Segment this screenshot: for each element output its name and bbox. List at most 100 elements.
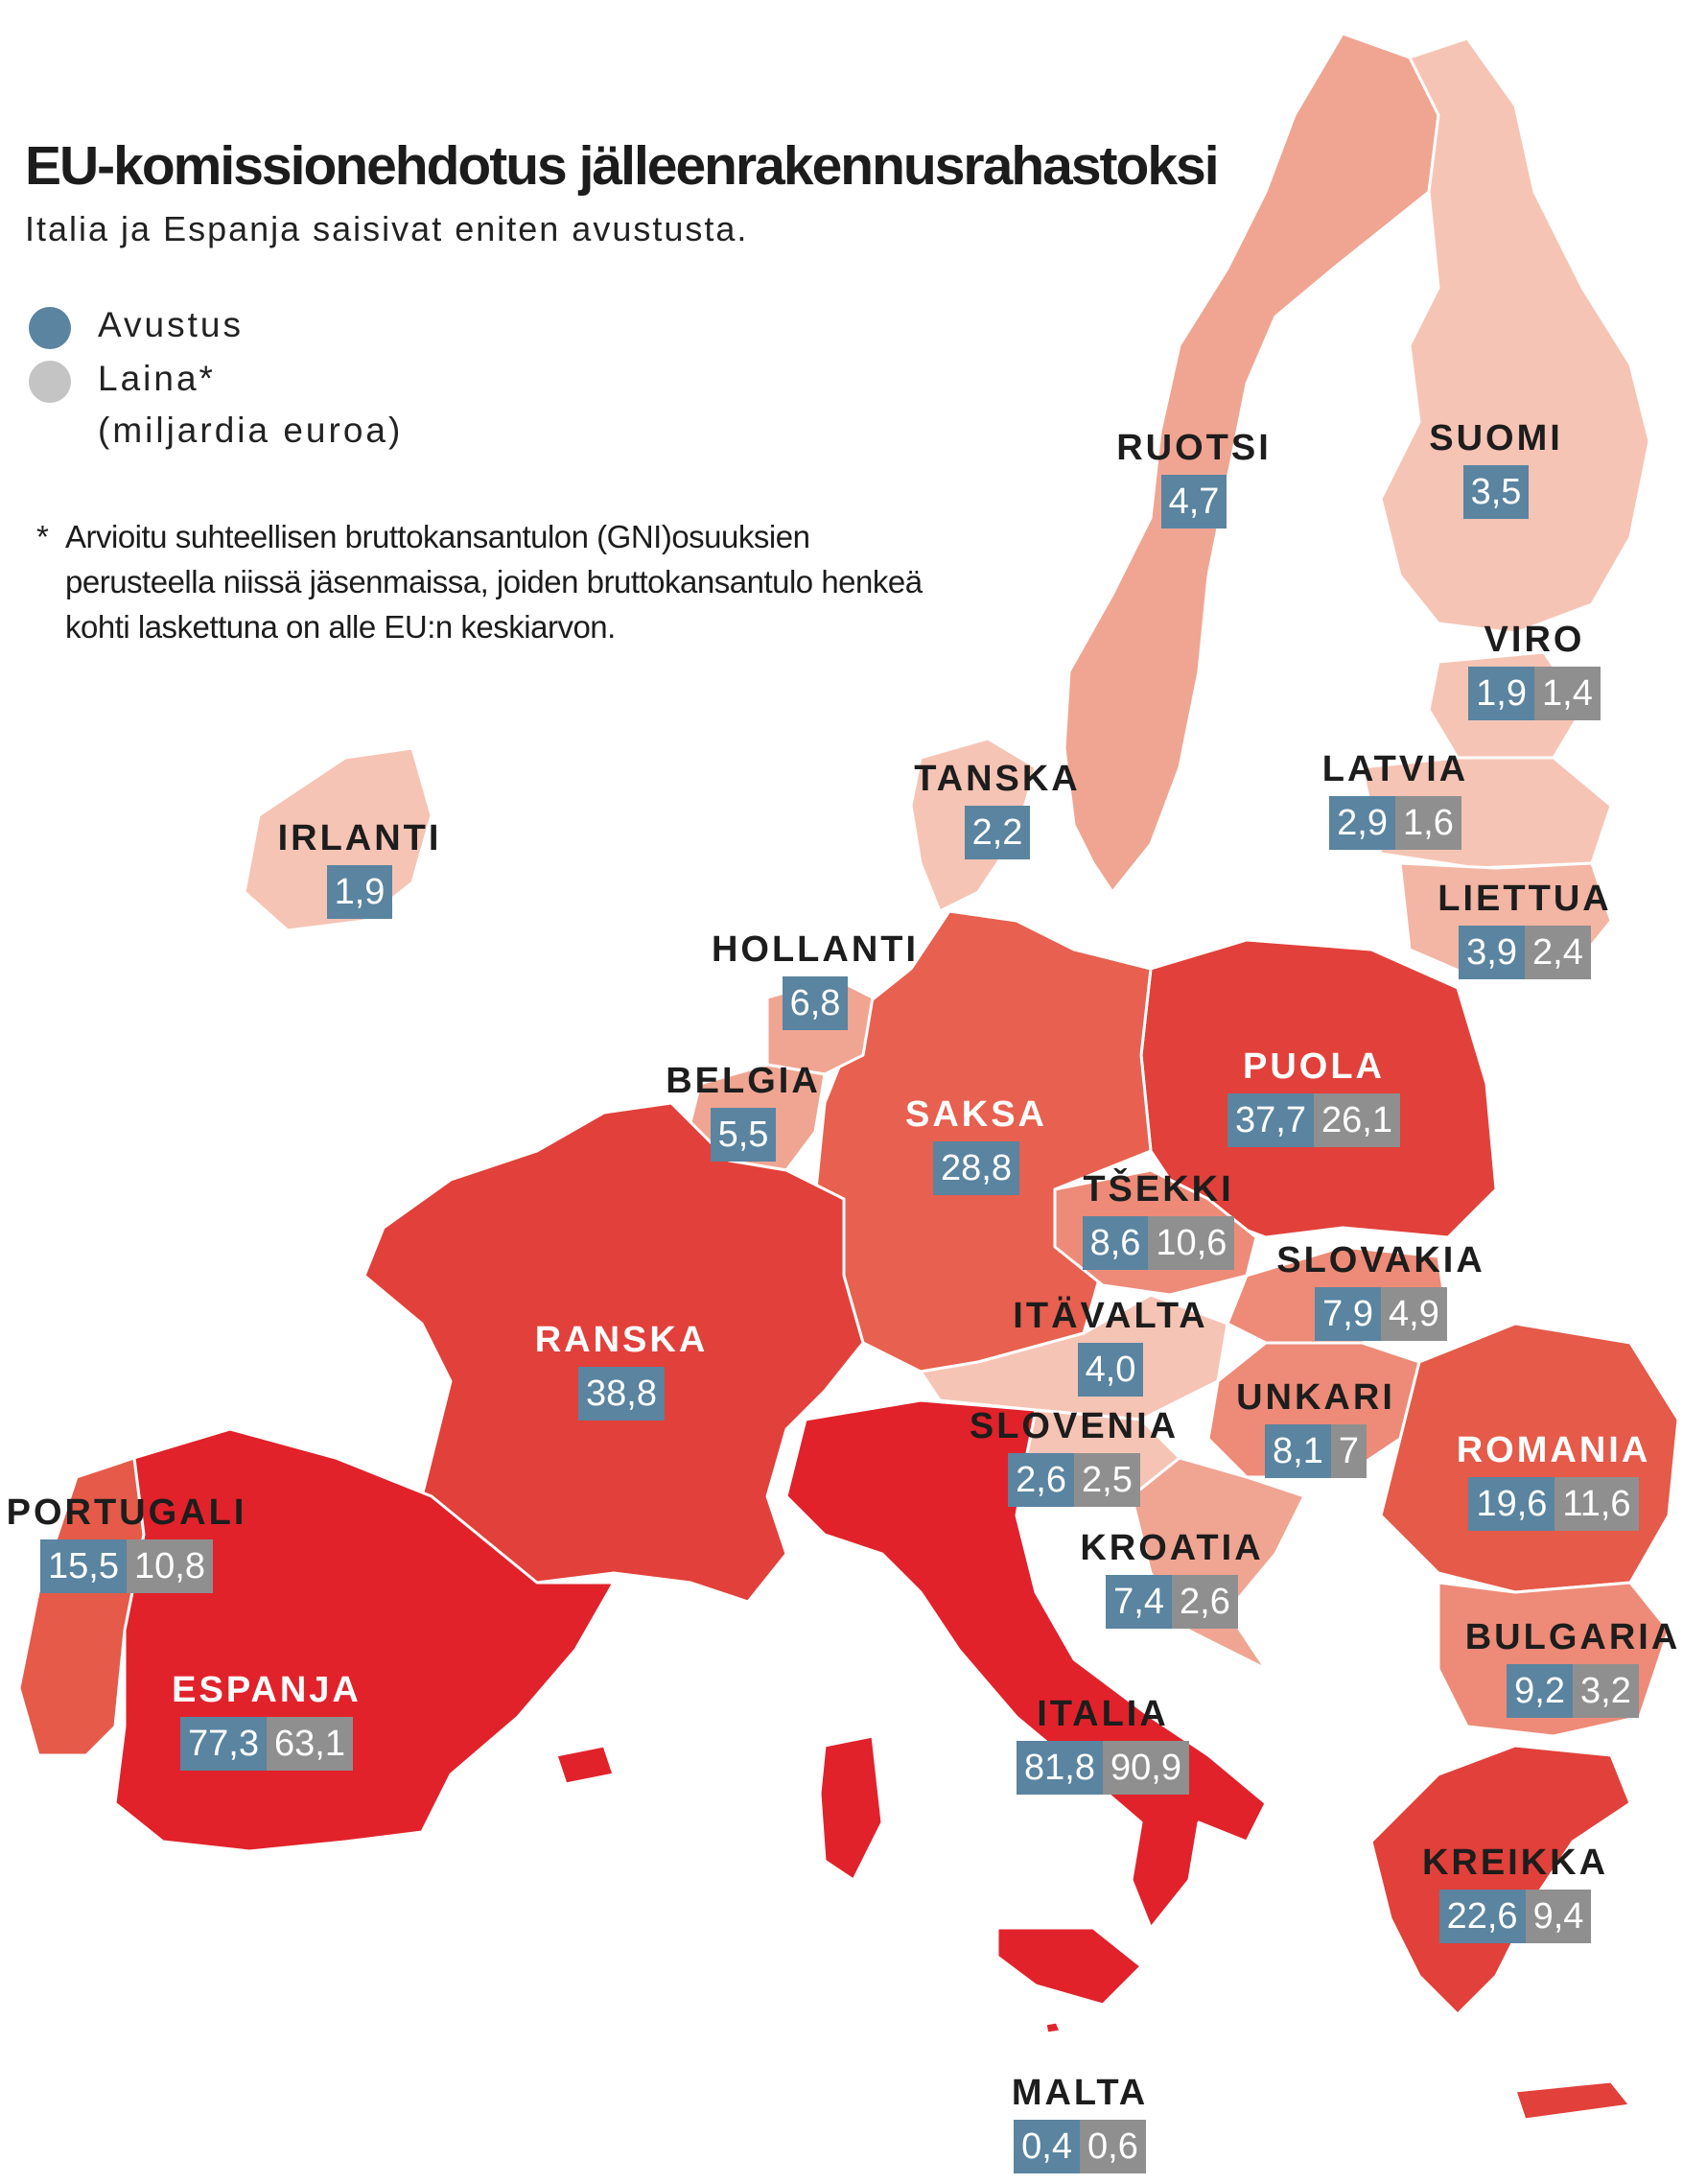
grant-value: 81,8	[1017, 1741, 1103, 1795]
grant-value: 0,4	[1014, 2120, 1080, 2173]
page-subtitle: Italia ja Espanja saisivat eniten avustu…	[25, 209, 749, 248]
footnote: * Arvioitu suhteellisen bruttokansantulo…	[36, 514, 957, 649]
loan-value: 10,6	[1148, 1216, 1235, 1270]
region-ranska	[362, 1101, 865, 1604]
grant-value: 6,8	[782, 976, 849, 1030]
loan-value: 1,4	[1534, 667, 1601, 720]
grant-value: 2,6	[1008, 1453, 1074, 1507]
loan-value: 0,6	[1080, 2120, 1146, 2173]
country-label-viro: VIRO 1,9 1,4	[1391, 619, 1678, 720]
country-label-bulgaria: BULGARIA 9,2 3,2	[1429, 1616, 1683, 1718]
loan-value: 9,4	[1525, 1890, 1592, 1943]
region-italia-sicily	[995, 1926, 1143, 2007]
grant-value: 22,6	[1438, 1890, 1526, 1943]
country-label-latvia: LATVIA 2,9 1,6	[1251, 748, 1539, 850]
value-pair: 3,5	[1352, 465, 1640, 519]
grant-value: 9,2	[1507, 1664, 1573, 1718]
country-label-kreikka: KREIKKA 22,6 9,4	[1371, 1842, 1659, 1943]
region-malta	[1043, 2020, 1063, 2035]
region-ruotsi	[1063, 32, 1440, 894]
country-label-kroatia: KROATIA 7,4 2,6	[1028, 1527, 1316, 1629]
country-name: MALTA	[1011, 2073, 1149, 2113]
grant-value: 7,9	[1315, 1287, 1381, 1341]
grant-value: 15,5	[40, 1539, 127, 1593]
country-name: KROATIA	[1080, 1528, 1264, 1568]
loan-value: 1,6	[1395, 796, 1461, 850]
country-label-hollanti: HOLLANTI 6,8	[671, 928, 959, 1030]
country-label-irlanti: IRLANTI 1,9	[216, 817, 503, 919]
legend-unit: (miljardia euroa)	[98, 411, 404, 450]
country-name: KREIKKA	[1421, 1843, 1609, 1883]
country-name: RANSKA	[534, 1320, 709, 1360]
country-name: IRLANTI	[277, 818, 442, 858]
country-name: PUOLA	[1243, 1046, 1385, 1087]
country-label-liettua: LIETTUA 3,9 2,4	[1381, 878, 1669, 979]
grant-value: 5,5	[710, 1108, 777, 1162]
value-pair: 9,2 3,2	[1429, 1664, 1683, 1718]
country-label-slovakia: SLOVAKIA 7,9 4,9	[1237, 1239, 1525, 1341]
country-label-tanska: TANSKA 2,2	[853, 758, 1141, 859]
grant-value: 19,6	[1468, 1477, 1555, 1531]
value-pair: 1,9 1,4	[1391, 667, 1678, 720]
country-name: BELGIA	[666, 1061, 821, 1101]
loan-value: 7	[1330, 1424, 1367, 1478]
country-name: HOLLANTI	[711, 929, 920, 970]
country-name: SLOVAKIA	[1276, 1240, 1485, 1280]
grant-value: 3,5	[1462, 465, 1530, 519]
country-name: ITALIA	[1037, 1694, 1169, 1734]
country-name: SLOVENIA	[969, 1406, 1180, 1446]
page-title: EU-komissionehdotus jälleenrakennusrahas…	[25, 135, 1220, 197]
region-kreikka	[1369, 1744, 1632, 2016]
value-pair: 0,4 0,6	[936, 2120, 1224, 2173]
value-pair: 81,8 90,9	[959, 1741, 1247, 1795]
country-name: PORTUGALI	[6, 1492, 247, 1533]
loan-value: 11,6	[1554, 1477, 1639, 1531]
loan-value: 10,8	[127, 1539, 213, 1593]
country-label-belgia: BELGIA 5,5	[599, 1060, 887, 1162]
grant-value: 37,7	[1227, 1093, 1314, 1147]
grant-value: 2,9	[1329, 796, 1395, 850]
loan-value: 26,1	[1314, 1093, 1400, 1147]
value-pair: 3,9 2,4	[1381, 926, 1669, 979]
value-pair: 4,7	[1050, 475, 1338, 528]
region-suomi	[1379, 36, 1651, 635]
country-label-tsekki: TŠEKKI 8,6 10,6	[1015, 1168, 1302, 1270]
grant-value: 7,4	[1106, 1575, 1172, 1629]
loan-value: 4,9	[1381, 1287, 1447, 1341]
country-name: ROMANIA	[1456, 1430, 1651, 1470]
region-kreikka-crete	[1513, 2079, 1632, 2122]
value-pair: 8,1 7	[1172, 1424, 1460, 1478]
loan-value: 63,1	[267, 1717, 353, 1771]
country-label-unkari: UNKARI 8,1 7	[1172, 1376, 1460, 1478]
country-label-romania: ROMANIA 19,6 11,6	[1410, 1429, 1683, 1531]
country-label-italia: ITALIA 81,8 90,9	[959, 1693, 1247, 1795]
country-label-slovenia: SLOVENIA 2,6 2,5	[930, 1405, 1218, 1507]
region-italia-sardinia	[818, 1734, 884, 1882]
value-pair: 19,6 11,6	[1410, 1477, 1683, 1531]
grant-value: 3,9	[1459, 926, 1525, 979]
value-pair: 15,5 10,8	[0, 1539, 270, 1593]
country-name: TANSKA	[914, 759, 1081, 799]
grant-value: 4,0	[1077, 1343, 1144, 1397]
value-pair: 2,9 1,6	[1251, 796, 1539, 850]
value-pair: 22,6 9,4	[1371, 1890, 1659, 1943]
value-pair: 4,0	[967, 1343, 1254, 1397]
country-label-saksa: SAKSA 28,8	[832, 1093, 1120, 1195]
legend-grant-label: Avustus	[98, 305, 244, 344]
value-pair: 1,9	[216, 865, 503, 919]
footnote-text: Arvioitu suhteellisen bruttokansantulon …	[65, 519, 923, 645]
value-pair: 5,5	[599, 1108, 887, 1162]
grant-value: 8,6	[1082, 1216, 1149, 1270]
country-label-malta: MALTA 0,4 0,6	[936, 2072, 1224, 2173]
legend-loan-label: Laina*	[98, 359, 216, 398]
country-name: SUOMI	[1429, 418, 1563, 458]
loan-value: 3,2	[1573, 1664, 1639, 1718]
value-pair: 28,8	[832, 1141, 1120, 1195]
grant-value: 4,7	[1160, 475, 1227, 528]
value-pair: 6,8	[671, 976, 959, 1030]
footnote-marker: *	[36, 519, 49, 554]
value-pair: 38,8	[478, 1367, 765, 1421]
country-name: ESPANJA	[172, 1670, 362, 1710]
country-label-espanja: ESPANJA 77,3 63,1	[123, 1669, 410, 1771]
loan-swatch-icon	[29, 361, 71, 403]
